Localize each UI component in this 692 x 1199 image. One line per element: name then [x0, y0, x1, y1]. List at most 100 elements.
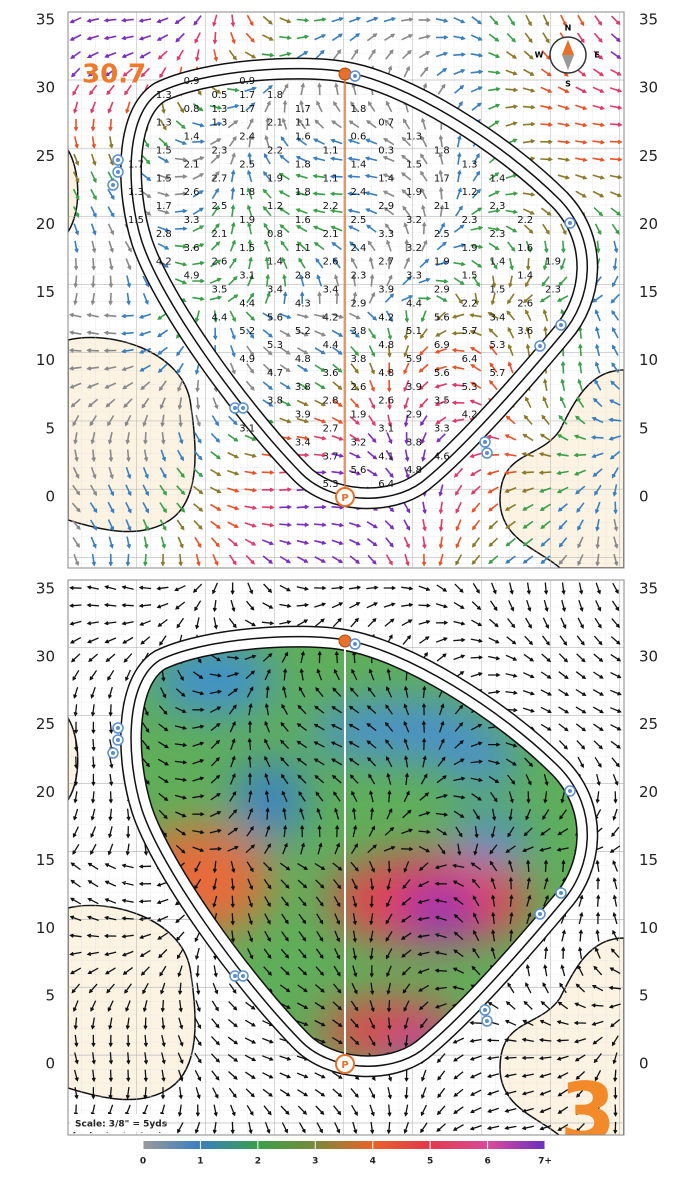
slope-label: 4.4	[211, 312, 227, 323]
slope-label: 1.3	[156, 90, 172, 101]
slope-label: 4.8	[295, 354, 311, 365]
slope-label: 1.6	[295, 215, 311, 226]
slope-label: 1.5	[406, 159, 422, 170]
compass-north	[562, 40, 574, 55]
slope-label: 2.9	[378, 201, 394, 212]
sprinkler-dot	[111, 751, 115, 755]
slope-label: 3.8	[350, 354, 366, 365]
slope-label: 1.4	[517, 271, 533, 282]
pin-icon: P	[341, 1060, 348, 1071]
y-axis-label: 15	[639, 851, 658, 869]
slope-label: 1.4	[489, 257, 505, 268]
sprinkler-dot	[116, 726, 120, 730]
slope-label: 4.3	[295, 298, 311, 309]
slope-label: 1.7	[156, 201, 172, 212]
sprinkler	[349, 70, 361, 82]
slope-label: 1.9	[434, 257, 450, 268]
sprinkler	[107, 179, 119, 191]
slope-label: 2.4	[350, 243, 366, 254]
slope-label: 1.5	[489, 285, 505, 296]
sprinkler	[534, 340, 546, 352]
y-axis-label: 20	[639, 783, 658, 801]
slope-label: 5.6	[434, 368, 450, 379]
slope-label: 4.6	[434, 451, 450, 462]
slope-label: 1.3	[211, 118, 227, 129]
hole	[338, 634, 352, 648]
y-axis-label: 0	[45, 488, 55, 506]
pin-position	[335, 487, 355, 507]
slope-label: 6.4	[378, 479, 394, 490]
slope-label: 1.1	[295, 243, 311, 254]
slope-label: 1.9	[462, 243, 478, 254]
compass-s: S	[565, 80, 571, 89]
slope-label: 4.8	[406, 465, 422, 476]
slope-label: 1.1	[295, 118, 311, 129]
slope-label: 1.2	[267, 201, 283, 212]
slope-label: 1.7	[434, 173, 450, 184]
slope-label: 5.6	[267, 312, 283, 323]
sprinkler-dot	[116, 738, 120, 742]
slope-label: 2.6	[350, 382, 366, 393]
sprinkler-dot	[233, 406, 237, 410]
slope-label: 2.6	[184, 187, 200, 198]
slope-label: 2.3	[545, 285, 561, 296]
slope-label: 6.4	[462, 354, 478, 365]
sprinkler-dot	[538, 344, 542, 348]
slope-label: 5.7	[489, 368, 505, 379]
slope-label: 4.8	[378, 340, 394, 351]
hole-number: 3	[560, 1066, 616, 1159]
sprinkler	[112, 734, 124, 746]
sprinkler-dot	[483, 1008, 487, 1012]
panel-border	[67, 579, 625, 1136]
slope-label: 1.5	[462, 271, 478, 282]
slope-label: 3.8	[295, 382, 311, 393]
y-axis-label: 10	[639, 919, 658, 937]
slope-label: 1.5	[128, 215, 144, 226]
slope-label: 1.3	[156, 118, 172, 129]
slope-label: 0.9	[184, 76, 200, 87]
slope-label: 1.5	[156, 173, 172, 184]
slope-label: 1.3	[211, 104, 227, 115]
slope-label: 1.8	[295, 159, 311, 170]
slope-label: 2.6	[378, 396, 394, 407]
slope-label: 4.2	[156, 257, 172, 268]
slope-label: 3.4	[267, 285, 283, 296]
slope-label: 3.8	[406, 437, 422, 448]
sprinkler-dot	[568, 221, 572, 225]
slope-label: 1.3	[128, 187, 144, 198]
slope-label: 5.3	[489, 340, 505, 351]
sprinkler	[479, 1004, 491, 1016]
slope-label: 1.8	[239, 187, 255, 198]
slope-label: 4.4	[323, 340, 339, 351]
slope-label: 2.9	[406, 410, 422, 421]
legend-label: 5	[427, 1157, 433, 1167]
slope-label: 3.1	[378, 424, 394, 435]
slope-label: 2.5	[239, 159, 255, 170]
slope-label: 1.7	[128, 159, 144, 170]
sprinkler	[229, 970, 241, 982]
y-axis-label: 20	[36, 215, 55, 233]
slope-label: 3.4	[295, 437, 311, 448]
slope-label: 2.7	[378, 257, 394, 268]
slope-label: 1.7	[295, 104, 311, 115]
y-axis-label: 15	[36, 283, 55, 301]
slope-label: 2.1	[184, 159, 200, 170]
sprinkler-dot	[568, 789, 572, 793]
y-axis-label: 5	[639, 987, 649, 1005]
slope-label: 2.5	[434, 229, 450, 240]
slope-label: 2.2	[267, 146, 283, 157]
slope-label: 2.4	[350, 187, 366, 198]
y-axis-label: 25	[639, 147, 658, 165]
y-axis-label: 25	[36, 715, 55, 733]
slope-label: 1.1	[323, 173, 339, 184]
scale-bg	[70, 1114, 166, 1132]
slope-label: 1.8	[434, 146, 450, 157]
slope-label: 0.7	[378, 118, 394, 129]
slope-label: 1.8	[350, 104, 366, 115]
legend-bar	[143, 1141, 545, 1149]
y-axis-label: 35	[36, 11, 55, 29]
slope-labels: 0.9 0.9 1.3 0.5 1.7 1.8 0.8 1.3 1.7 1.7 1.8 1.3 1.3 2…	[128, 76, 561, 490]
slope-label: 3.6	[184, 243, 200, 254]
slope-label: 3.4	[323, 285, 339, 296]
slope-label: 1.4	[378, 173, 394, 184]
